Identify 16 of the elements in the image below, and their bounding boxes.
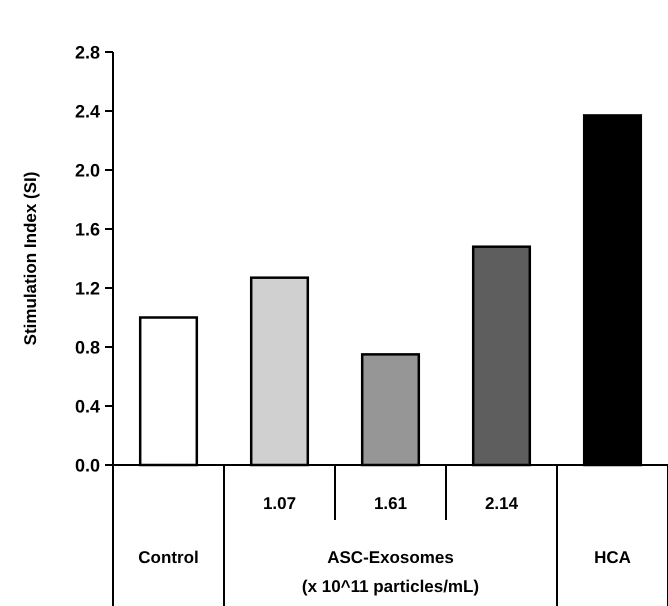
y-tick-label: 1.2 — [74, 278, 100, 298]
text: ASC-Exosomes — [327, 548, 454, 567]
y-tick-label: 0.0 — [74, 455, 100, 476]
x-tick-label: 1.07 — [262, 494, 296, 513]
x-tick-label: Control — [138, 548, 199, 567]
y-tick-label: 2.4 — [74, 101, 100, 122]
x-tick-label: 2.14 — [484, 494, 519, 513]
y-tick-label: 0.8 — [74, 337, 100, 358]
y-tick-label: 2.0 — [74, 160, 100, 180]
y-axis-title: Stimulation Index (SI) — [20, 172, 40, 346]
text: (x 10^11 particles/mL) — [302, 576, 480, 596]
x-tick-label: HCA — [594, 548, 631, 567]
y-tick-label: 2.8 — [74, 42, 100, 62]
y-tick-label: 0.4 — [74, 396, 100, 416]
x-tick-label: 1.61 — [374, 494, 408, 513]
y-tick-label: 1.6 — [74, 219, 100, 240]
